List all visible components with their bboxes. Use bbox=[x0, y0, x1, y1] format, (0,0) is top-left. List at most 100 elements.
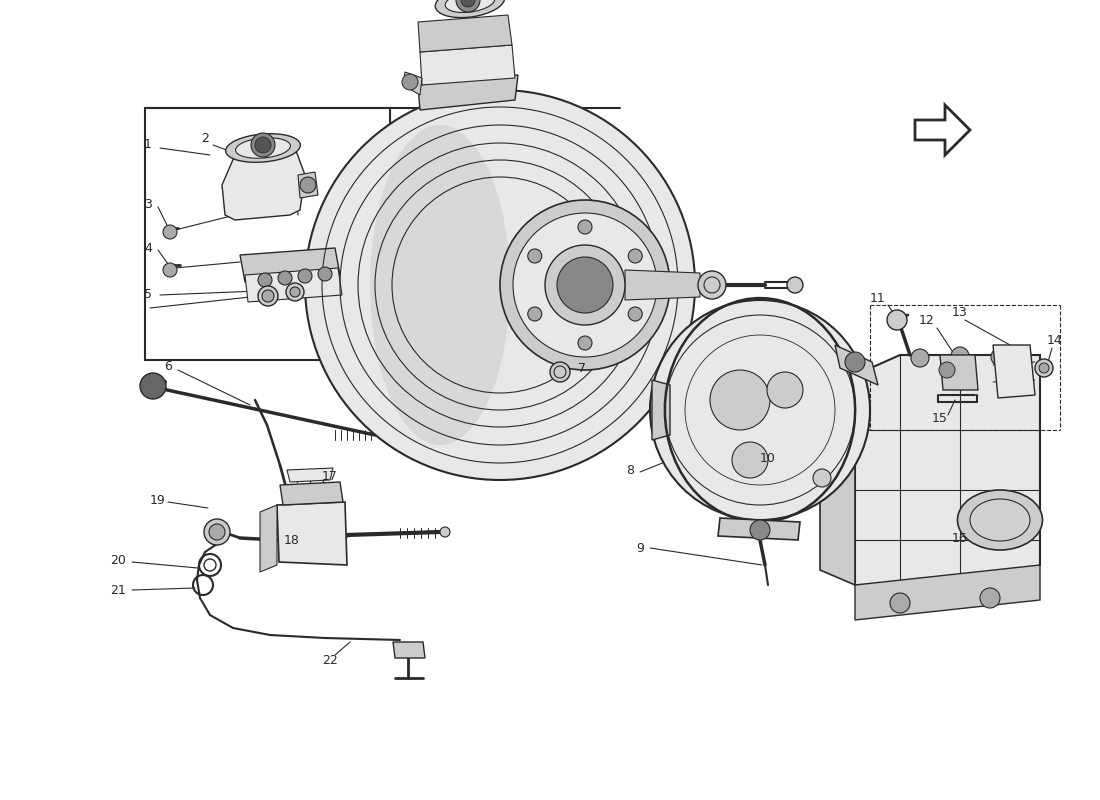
Circle shape bbox=[300, 177, 316, 193]
Circle shape bbox=[750, 520, 770, 540]
Polygon shape bbox=[287, 468, 333, 482]
Circle shape bbox=[262, 290, 274, 302]
Circle shape bbox=[456, 0, 480, 12]
Text: 19: 19 bbox=[150, 494, 166, 506]
Text: 7: 7 bbox=[578, 362, 586, 374]
Circle shape bbox=[318, 267, 332, 281]
Circle shape bbox=[813, 469, 830, 487]
Circle shape bbox=[163, 263, 177, 277]
Circle shape bbox=[911, 349, 930, 367]
Circle shape bbox=[251, 133, 275, 157]
Circle shape bbox=[890, 593, 910, 613]
Circle shape bbox=[732, 442, 768, 478]
Circle shape bbox=[980, 588, 1000, 608]
Circle shape bbox=[163, 225, 177, 239]
Text: 20: 20 bbox=[110, 554, 125, 566]
Text: 21: 21 bbox=[110, 583, 125, 597]
Ellipse shape bbox=[235, 138, 290, 158]
Circle shape bbox=[258, 273, 272, 287]
Text: 3: 3 bbox=[144, 198, 152, 211]
Circle shape bbox=[286, 283, 304, 301]
Polygon shape bbox=[625, 270, 700, 300]
Circle shape bbox=[258, 286, 278, 306]
Circle shape bbox=[557, 257, 613, 313]
Circle shape bbox=[952, 347, 969, 365]
Circle shape bbox=[887, 310, 907, 330]
Ellipse shape bbox=[436, 0, 505, 18]
Circle shape bbox=[140, 373, 166, 399]
Circle shape bbox=[298, 269, 312, 283]
Circle shape bbox=[402, 74, 418, 90]
Text: 1: 1 bbox=[144, 138, 152, 151]
Ellipse shape bbox=[446, 0, 495, 13]
Circle shape bbox=[544, 245, 625, 325]
Circle shape bbox=[461, 0, 475, 7]
Circle shape bbox=[209, 524, 226, 540]
Circle shape bbox=[1035, 359, 1053, 377]
Text: 5: 5 bbox=[144, 289, 152, 302]
Polygon shape bbox=[855, 565, 1040, 620]
Text: 11: 11 bbox=[870, 291, 886, 305]
Polygon shape bbox=[240, 248, 340, 282]
Circle shape bbox=[440, 527, 450, 537]
Text: 13: 13 bbox=[953, 306, 968, 318]
Polygon shape bbox=[820, 375, 855, 585]
Circle shape bbox=[845, 352, 865, 372]
Polygon shape bbox=[855, 355, 1040, 585]
Circle shape bbox=[500, 200, 670, 370]
Polygon shape bbox=[835, 345, 878, 385]
Polygon shape bbox=[277, 502, 346, 565]
Circle shape bbox=[513, 213, 657, 357]
Text: 18: 18 bbox=[284, 534, 300, 546]
Polygon shape bbox=[418, 75, 518, 110]
Text: 6: 6 bbox=[164, 361, 172, 374]
Polygon shape bbox=[420, 45, 515, 85]
Ellipse shape bbox=[957, 490, 1043, 550]
Polygon shape bbox=[298, 172, 318, 198]
Polygon shape bbox=[280, 482, 343, 505]
Text: 2: 2 bbox=[201, 131, 209, 145]
Circle shape bbox=[710, 370, 770, 430]
Circle shape bbox=[290, 287, 300, 297]
Circle shape bbox=[278, 271, 292, 285]
Polygon shape bbox=[393, 642, 425, 658]
Circle shape bbox=[1040, 363, 1049, 373]
Circle shape bbox=[578, 220, 592, 234]
Text: 16: 16 bbox=[953, 531, 968, 545]
Polygon shape bbox=[222, 148, 305, 220]
Circle shape bbox=[698, 271, 726, 299]
Polygon shape bbox=[245, 268, 342, 302]
Text: 4: 4 bbox=[144, 242, 152, 254]
Polygon shape bbox=[993, 345, 1035, 398]
Circle shape bbox=[305, 90, 695, 480]
Circle shape bbox=[767, 372, 803, 408]
Circle shape bbox=[939, 362, 955, 378]
Ellipse shape bbox=[370, 125, 510, 445]
Polygon shape bbox=[940, 355, 978, 390]
Text: 12: 12 bbox=[920, 314, 935, 326]
Circle shape bbox=[991, 348, 1009, 366]
Circle shape bbox=[255, 137, 271, 153]
Polygon shape bbox=[652, 380, 670, 440]
Text: 10: 10 bbox=[760, 451, 775, 465]
Text: 14: 14 bbox=[1047, 334, 1063, 346]
Circle shape bbox=[628, 249, 642, 263]
Polygon shape bbox=[718, 518, 800, 540]
Text: 22: 22 bbox=[322, 654, 338, 666]
Ellipse shape bbox=[970, 499, 1030, 541]
Polygon shape bbox=[418, 15, 512, 52]
Text: 8: 8 bbox=[626, 463, 634, 477]
Circle shape bbox=[550, 362, 570, 382]
Circle shape bbox=[628, 307, 642, 321]
Circle shape bbox=[204, 519, 230, 545]
Text: 15: 15 bbox=[932, 411, 948, 425]
Circle shape bbox=[528, 307, 542, 321]
Polygon shape bbox=[260, 505, 277, 572]
Circle shape bbox=[786, 277, 803, 293]
Circle shape bbox=[528, 249, 542, 263]
Polygon shape bbox=[403, 72, 422, 95]
Circle shape bbox=[650, 300, 870, 520]
Circle shape bbox=[578, 336, 592, 350]
Text: 9: 9 bbox=[636, 542, 644, 554]
Text: 17: 17 bbox=[322, 470, 338, 483]
